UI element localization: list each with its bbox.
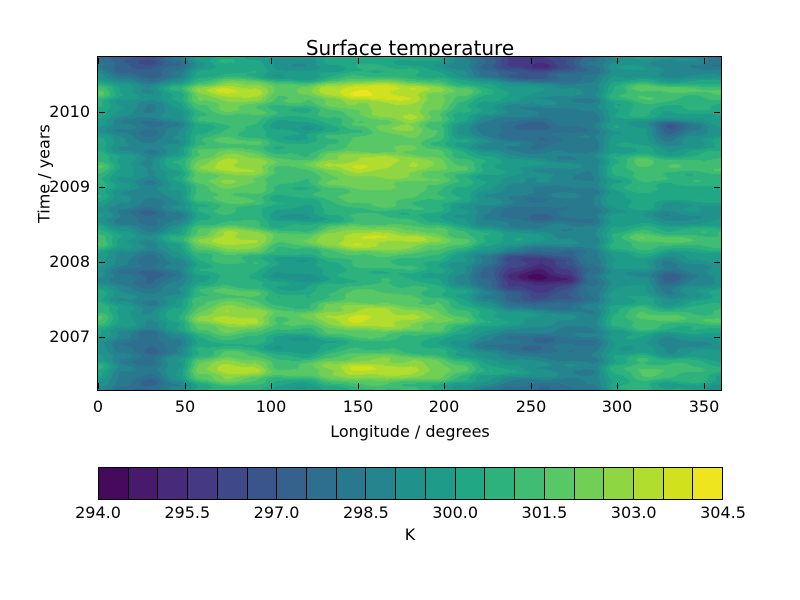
- colorbar-cell: [454, 468, 485, 499]
- x-tick-label: 250: [515, 397, 547, 416]
- colorbar-cell: [99, 468, 128, 499]
- x-tick-bottom: [531, 383, 532, 389]
- y-tick-right: [714, 187, 720, 188]
- colorbar-cell: [187, 468, 217, 499]
- colorbar: [98, 467, 723, 500]
- x-tick-top: [185, 58, 186, 64]
- colorbar-cell: [246, 468, 277, 499]
- colorbar-cell: [543, 468, 574, 499]
- y-tick-label: 2007: [49, 327, 90, 346]
- heatmap-canvas: [98, 57, 721, 390]
- y-tick-right: [714, 112, 720, 113]
- colorbar-cell: [484, 468, 515, 499]
- x-tick-label: 100: [255, 397, 287, 416]
- y-tick-left: [99, 262, 105, 263]
- x-tick-top: [531, 58, 532, 64]
- colorbar-tick-label: 301.5: [521, 503, 568, 522]
- x-tick-label: 0: [92, 397, 104, 416]
- x-tick-bottom: [98, 383, 99, 389]
- y-tick-right: [714, 262, 720, 263]
- x-tick-label: 300: [601, 397, 633, 416]
- colorbar-tick-label: 298.5: [342, 503, 389, 522]
- y-tick-left: [99, 112, 105, 113]
- colorbar-tick-label: 295.5: [164, 503, 211, 522]
- colorbar-tick-label: 294.0: [75, 503, 121, 522]
- x-tick-label: 150: [342, 397, 374, 416]
- colorbar-cell: [662, 468, 693, 499]
- y-tick-left: [99, 337, 105, 338]
- colorbar-cell: [216, 468, 247, 499]
- colorbar-tick-label: 304.5: [700, 503, 746, 522]
- y-tick-right: [714, 337, 720, 338]
- colorbar-cell: [395, 468, 425, 499]
- colorbar-cell: [127, 468, 158, 499]
- x-tick-label: 50: [174, 397, 196, 416]
- colorbar-cell: [573, 468, 604, 499]
- y-tick-label: 2009: [49, 177, 90, 196]
- colorbar-cell: [335, 468, 366, 499]
- colorbar-cell: [276, 468, 307, 499]
- colorbar-cell: [424, 468, 455, 499]
- y-tick-label: 2008: [49, 252, 90, 271]
- colorbar-cell: [157, 468, 188, 499]
- x-tick-top: [358, 58, 359, 64]
- colorbar-cell: [632, 468, 663, 499]
- y-tick-label: 2010: [49, 102, 90, 121]
- x-tick-top: [617, 58, 618, 64]
- x-tick-label: 200: [428, 397, 460, 416]
- x-tick-bottom: [185, 383, 186, 389]
- colorbar-tick-label: 300.0: [432, 503, 479, 522]
- colorbar-cell: [692, 468, 723, 499]
- x-tick-top: [98, 58, 99, 64]
- colorbar-cell: [603, 468, 633, 499]
- plot-area: [98, 57, 721, 390]
- colorbar-unit-label: K: [404, 525, 416, 544]
- x-tick-label: 350: [688, 397, 720, 416]
- colorbar-tick-label: 297.0: [253, 503, 300, 522]
- x-tick-bottom: [444, 383, 445, 389]
- x-tick-bottom: [704, 383, 705, 389]
- colorbar-cell: [365, 468, 396, 499]
- x-axis-label: Longitude / degrees: [330, 422, 490, 441]
- x-tick-bottom: [617, 383, 618, 389]
- colorbar-cell: [514, 468, 544, 499]
- y-tick-left: [99, 187, 105, 188]
- x-tick-bottom: [271, 383, 272, 389]
- colorbar-tick-label: 303.0: [610, 503, 657, 522]
- x-tick-top: [704, 58, 705, 64]
- x-tick-top: [444, 58, 445, 64]
- colorbar-cell: [306, 468, 336, 499]
- x-tick-bottom: [358, 383, 359, 389]
- x-tick-top: [271, 58, 272, 64]
